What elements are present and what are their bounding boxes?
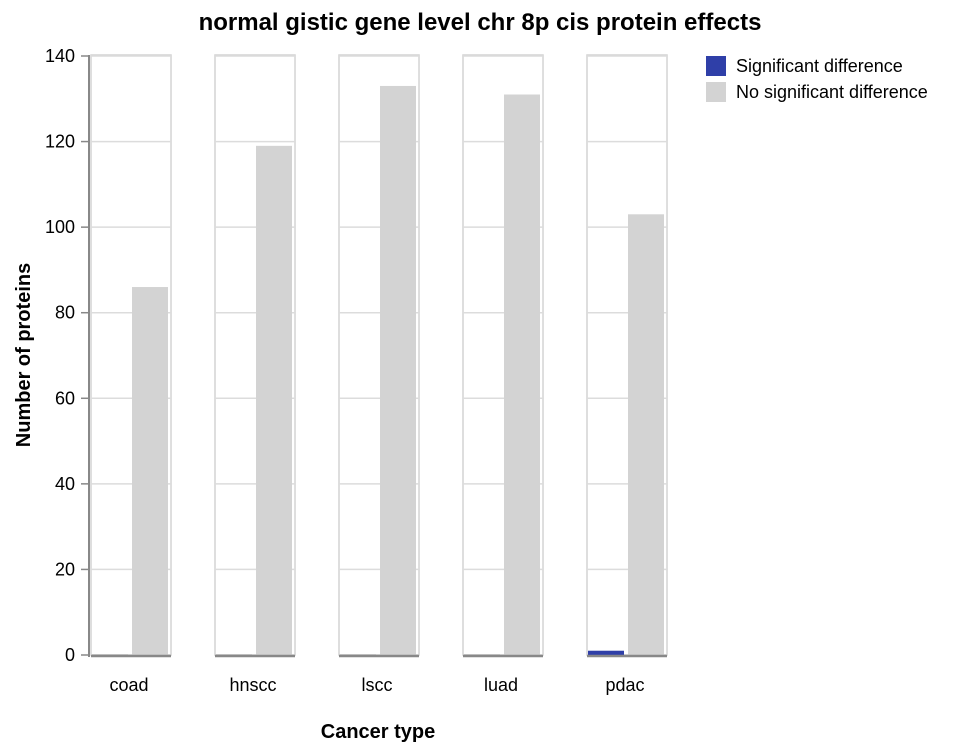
x-tick-label: hnscc (229, 675, 276, 695)
bar-coad-significant (92, 654, 128, 655)
x-tick-label: coad (109, 675, 148, 695)
legend-label: Significant difference (736, 56, 903, 76)
legend-swatch (706, 56, 726, 76)
panel-pdac (586, 54, 668, 658)
bar-hnscc-not-significant (256, 145, 292, 655)
y-tick-label: 20 (55, 559, 75, 579)
legend-swatch (706, 82, 726, 102)
panel-hnscc (214, 54, 296, 658)
y-tick-label: 0 (65, 645, 75, 665)
panel-coad (90, 54, 172, 658)
y-tick-label: 140 (45, 46, 75, 66)
x-tick-label: lscc (362, 675, 393, 695)
y-tick-label: 100 (45, 217, 75, 237)
legend-item: Significant difference (706, 56, 903, 76)
y-tick-label: 60 (55, 388, 75, 408)
facet-panels (90, 54, 668, 658)
legend-label: No significant difference (736, 82, 928, 102)
bar-pdac-significant (588, 650, 624, 655)
y-axis: 0 20 40 60 80 100 120 140 (45, 46, 90, 665)
x-tick-label: pdac (605, 675, 644, 695)
panel-lscc (338, 54, 420, 658)
bar-coad-not-significant (132, 287, 168, 655)
y-axis-label: Number of proteins (13, 263, 35, 447)
bar-pdac-not-significant (628, 214, 664, 656)
bar-lscc-significant (340, 654, 376, 655)
legend-item: No significant difference (706, 82, 928, 102)
y-tick-label: 40 (55, 474, 75, 494)
bar-hnscc-significant (216, 654, 252, 655)
y-tick-label: 120 (45, 132, 75, 152)
panel-luad (462, 54, 544, 658)
x-tick-label: luad (484, 675, 518, 695)
x-axis-label: Cancer type (321, 721, 436, 743)
legend: Significant difference No significant dif… (706, 56, 928, 102)
bar-luad-significant (464, 654, 500, 655)
y-tick-label: 80 (55, 303, 75, 323)
chart-title: normal gistic gene level chr 8p cis prot… (199, 9, 762, 36)
x-axis-ticks: coad hnscc lscc luad pdac (109, 675, 644, 695)
bar-lscc-not-significant (380, 85, 416, 655)
bar-luad-not-significant (504, 94, 540, 655)
